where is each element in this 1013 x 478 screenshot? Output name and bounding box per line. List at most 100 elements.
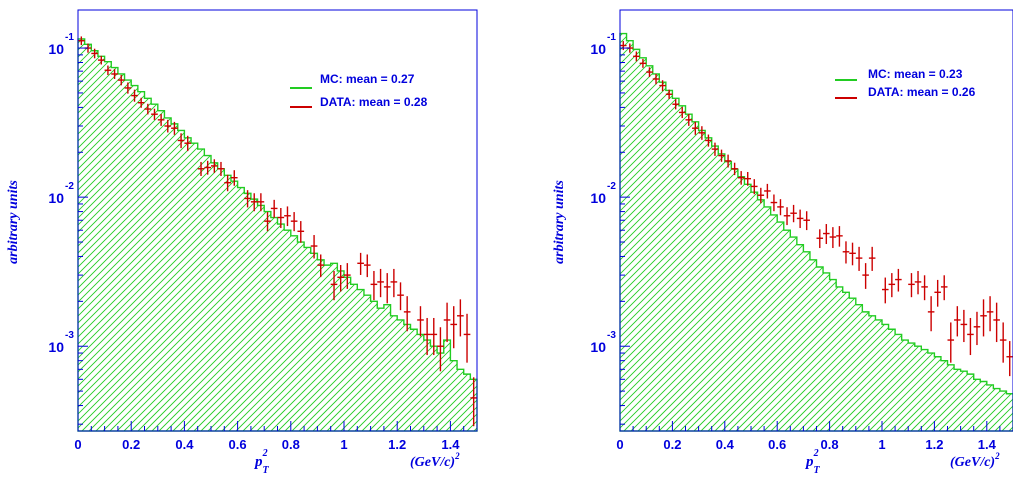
data-point bbox=[443, 302, 451, 343]
x-tick-label: 0.8 bbox=[282, 437, 300, 452]
data-point bbox=[823, 224, 830, 245]
data-point bbox=[230, 170, 238, 186]
data-point bbox=[417, 306, 424, 337]
hatch-line bbox=[78, 39, 477, 431]
mc-histogram-outline bbox=[77, 38, 478, 432]
data-point bbox=[297, 221, 305, 243]
hatch-line bbox=[826, 33, 1013, 431]
data-point bbox=[450, 306, 458, 349]
data-point bbox=[390, 268, 398, 298]
data-point bbox=[197, 161, 205, 176]
data-point bbox=[363, 254, 371, 278]
hatch-line bbox=[620, 33, 649, 431]
x-axis-subscript: T bbox=[814, 465, 821, 476]
data-point bbox=[157, 114, 165, 126]
data-point bbox=[423, 317, 431, 356]
hatch-line bbox=[896, 33, 1013, 431]
y-tick-label: 10 bbox=[48, 190, 64, 206]
hatch-line bbox=[620, 33, 957, 431]
data-point bbox=[310, 235, 318, 259]
x-tick-label: 1.2 bbox=[925, 437, 943, 452]
hatch-line bbox=[620, 33, 978, 431]
hatch-line bbox=[620, 33, 929, 431]
hatch-line bbox=[78, 39, 359, 431]
data-point bbox=[151, 108, 158, 120]
hatch-line bbox=[78, 39, 352, 431]
data-point bbox=[783, 207, 791, 226]
hatch-line bbox=[78, 39, 401, 431]
hatch-line bbox=[620, 33, 936, 431]
data-point bbox=[862, 263, 869, 289]
hatch-line bbox=[679, 33, 1013, 431]
hatch-line bbox=[938, 33, 1013, 431]
data-point bbox=[131, 89, 138, 102]
data-point bbox=[849, 242, 856, 266]
hatch-line bbox=[291, 39, 477, 431]
data-point bbox=[921, 275, 928, 301]
hatch-line bbox=[620, 33, 901, 431]
hatch-line bbox=[361, 39, 477, 431]
y-tick-label: 10 bbox=[590, 41, 606, 57]
data-point bbox=[698, 126, 706, 140]
y-axis-title: arbitrary units bbox=[552, 180, 567, 264]
data-points-series bbox=[620, 41, 1013, 377]
data-point bbox=[437, 327, 444, 372]
data-point bbox=[757, 187, 765, 204]
data-point bbox=[705, 134, 712, 147]
y-tick-exponent: -3 bbox=[607, 330, 616, 341]
hatch-line bbox=[620, 33, 908, 431]
data-points-series bbox=[78, 36, 477, 427]
legend: MC: mean = 0.23 DATA: mean = 0.26 bbox=[835, 67, 976, 99]
data-point bbox=[270, 199, 278, 218]
data-point bbox=[980, 299, 987, 337]
data-point bbox=[934, 279, 941, 307]
data-point bbox=[164, 119, 172, 133]
hatch-line bbox=[277, 39, 477, 431]
hatch-line bbox=[78, 39, 387, 431]
hatch-line bbox=[620, 33, 677, 431]
hatch-line bbox=[228, 39, 477, 431]
data-point bbox=[264, 212, 271, 232]
hatch-line bbox=[973, 33, 1013, 431]
hatch-line bbox=[620, 33, 943, 431]
hatch-line bbox=[620, 33, 880, 431]
svg-text:pT2: pT2 bbox=[253, 448, 270, 476]
data-point bbox=[124, 82, 132, 94]
hatch-line bbox=[78, 39, 436, 431]
data-point bbox=[633, 51, 640, 62]
hatch-line bbox=[78, 39, 373, 431]
data-point bbox=[457, 299, 464, 337]
data-point bbox=[290, 212, 298, 232]
data-point bbox=[940, 275, 948, 301]
hatch-line bbox=[78, 39, 226, 431]
x-axis-superscript: 2 bbox=[262, 448, 268, 459]
y-tick-exponent: -2 bbox=[607, 181, 616, 192]
data-point bbox=[137, 97, 145, 108]
data-point bbox=[217, 161, 225, 176]
x-tick-label: 0.8 bbox=[821, 437, 839, 452]
x-tick-label: 0.4 bbox=[716, 437, 735, 452]
data-point bbox=[104, 65, 112, 76]
data-point bbox=[317, 254, 325, 278]
data-point bbox=[257, 193, 265, 212]
data-point bbox=[882, 277, 889, 304]
hatch-line bbox=[707, 33, 1013, 431]
hatch-line bbox=[805, 33, 1013, 431]
data-point bbox=[665, 89, 673, 99]
hatch-line bbox=[833, 33, 1013, 431]
data-point bbox=[770, 194, 778, 212]
hatch-line bbox=[78, 39, 331, 431]
data-point bbox=[403, 296, 411, 332]
hatch-line bbox=[305, 39, 477, 431]
data-point bbox=[344, 263, 351, 289]
data-point bbox=[370, 270, 378, 301]
data-point bbox=[836, 226, 843, 247]
legend-data-label: DATA: mean = 0.26 bbox=[868, 85, 976, 99]
left-panel: 0 0.2 0.4 0.6 0.8 1 1.2 1.410-110-210-3 arbitra… bbox=[6, 9, 478, 476]
hatch-line bbox=[256, 39, 477, 431]
x-axis-subscript: T bbox=[263, 465, 270, 476]
data-point bbox=[855, 246, 863, 271]
data-point bbox=[357, 252, 364, 275]
data-point bbox=[711, 142, 719, 156]
